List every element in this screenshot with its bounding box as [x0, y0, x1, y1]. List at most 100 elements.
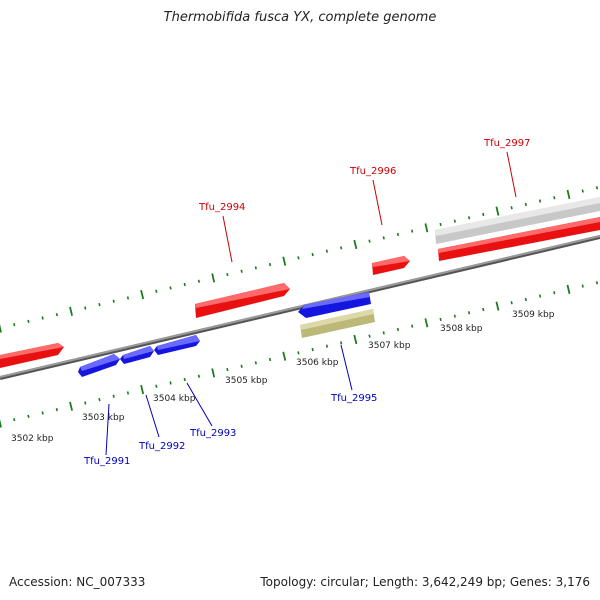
major-tick	[140, 384, 145, 395]
gene-tfu-2996[interactable]	[372, 256, 410, 275]
gene-tfu-2995-olive[interactable]	[300, 309, 375, 338]
minor-tick	[382, 236, 385, 240]
gene-red-1[interactable]	[0, 343, 64, 368]
minor-tick	[226, 272, 229, 277]
scale-label-3503: 3503 kbp	[82, 413, 125, 423]
gene-label-tfu-2996[interactable]: Tfu_2996	[349, 166, 396, 177]
tick-track-top	[0, 186, 599, 333]
gene-tfu-2997-grey[interactable]	[435, 197, 600, 244]
minor-tick	[155, 384, 158, 388]
major-tick	[424, 223, 429, 233]
gene-tfu-2993[interactable]	[154, 335, 200, 355]
minor-tick	[27, 414, 30, 418]
minor-tick	[311, 252, 314, 257]
minor-tick	[112, 299, 115, 303]
minor-tick	[553, 291, 556, 295]
major-tick	[0, 323, 2, 333]
gene-tfu-2995[interactable]	[298, 292, 371, 318]
minor-tick	[169, 381, 172, 385]
minor-tick	[340, 341, 343, 345]
tick-track-bottom	[0, 281, 599, 428]
minor-tick	[581, 284, 584, 288]
minor-tick	[84, 306, 87, 310]
minor-tick	[27, 319, 30, 323]
minor-tick	[453, 219, 456, 223]
minor-tick	[84, 401, 87, 405]
scale-label-3509: 3509 kbp	[512, 310, 555, 320]
minor-tick	[382, 331, 385, 335]
scale-labels: 3502 kbp 3503 kbp 3504 kbp 3505 kbp 3506…	[11, 310, 555, 444]
minor-tick	[240, 269, 243, 273]
minor-tick	[226, 367, 229, 372]
gene-tfu-2991[interactable]	[78, 354, 120, 377]
gene-label-tfu-2991[interactable]: Tfu_2991	[83, 456, 130, 467]
scale-label-3506: 3506 kbp	[296, 358, 339, 368]
gene-tfu-2994[interactable]	[195, 283, 290, 318]
major-tick	[566, 284, 571, 294]
minor-tick	[368, 239, 371, 243]
minor-tick	[169, 286, 172, 290]
minor-tick	[13, 418, 16, 422]
minor-tick	[126, 296, 130, 300]
minor-tick	[595, 186, 599, 190]
minor-tick	[510, 301, 513, 305]
minor-tick	[254, 361, 257, 365]
minor-tick	[595, 281, 599, 285]
minor-tick	[524, 202, 527, 207]
minor-tick	[98, 303, 101, 307]
minor-tick	[197, 374, 201, 378]
gene-label-tfu-2997[interactable]: Tfu_2997	[483, 138, 530, 149]
minor-tick	[325, 249, 328, 253]
minor-tick	[297, 256, 300, 260]
minor-tick	[581, 189, 584, 193]
minor-tick	[482, 307, 485, 312]
gene-label-tfu-2995[interactable]: Tfu_2995	[330, 393, 377, 404]
major-tick	[424, 318, 429, 328]
minor-tick	[538, 199, 542, 203]
scale-label-3504: 3504 kbp	[153, 394, 196, 404]
minor-tick	[482, 212, 485, 217]
major-tick	[495, 206, 500, 216]
minor-tick	[467, 216, 471, 220]
minor-tick	[254, 266, 257, 270]
minor-tick	[41, 411, 44, 415]
gene-label-tfu-2992[interactable]: Tfu_2992	[138, 441, 185, 452]
minor-tick	[155, 289, 158, 293]
genome-summary-text: Topology: circular; Length: 3,642,249 bp…	[260, 575, 590, 589]
minor-tick	[368, 334, 371, 338]
minor-tick	[439, 222, 442, 227]
gene-label-tfu-2994[interactable]: Tfu_2994	[198, 202, 245, 213]
minor-tick	[268, 262, 272, 267]
minor-tick	[396, 327, 400, 332]
minor-tick	[183, 282, 186, 287]
minor-tick	[112, 394, 115, 398]
major-tick	[69, 401, 73, 411]
gene-red-2[interactable]	[438, 217, 600, 261]
minor-tick	[411, 229, 414, 233]
minor-tick	[467, 311, 471, 315]
major-tick	[495, 301, 500, 311]
minor-tick	[411, 324, 414, 328]
minor-tick	[13, 323, 16, 327]
minor-tick	[55, 313, 58, 317]
minor-tick	[183, 377, 186, 382]
major-tick	[282, 256, 287, 266]
map-title: Thermobifida fusca YX, complete genome	[163, 10, 437, 25]
major-tick	[140, 289, 145, 300]
backbone	[0, 235, 600, 380]
minor-tick	[325, 344, 328, 348]
minor-tick	[41, 316, 44, 320]
minor-tick	[55, 408, 58, 412]
minor-tick	[538, 294, 542, 298]
major-tick	[282, 351, 287, 361]
accession-text: Accession: NC_007333	[9, 575, 146, 589]
gene-tfu-2992[interactable]	[120, 346, 154, 364]
gene-labels: Tfu_2991 Tfu_2992 Tfu_2993 Tfu_2994 Tfu_…	[83, 138, 530, 467]
minor-tick	[98, 398, 101, 402]
major-tick	[211, 273, 216, 283]
major-tick	[211, 368, 216, 378]
gene-label-tfu-2993[interactable]: Tfu_2993	[189, 428, 236, 439]
minor-tick	[297, 351, 300, 355]
minor-tick	[396, 232, 400, 237]
